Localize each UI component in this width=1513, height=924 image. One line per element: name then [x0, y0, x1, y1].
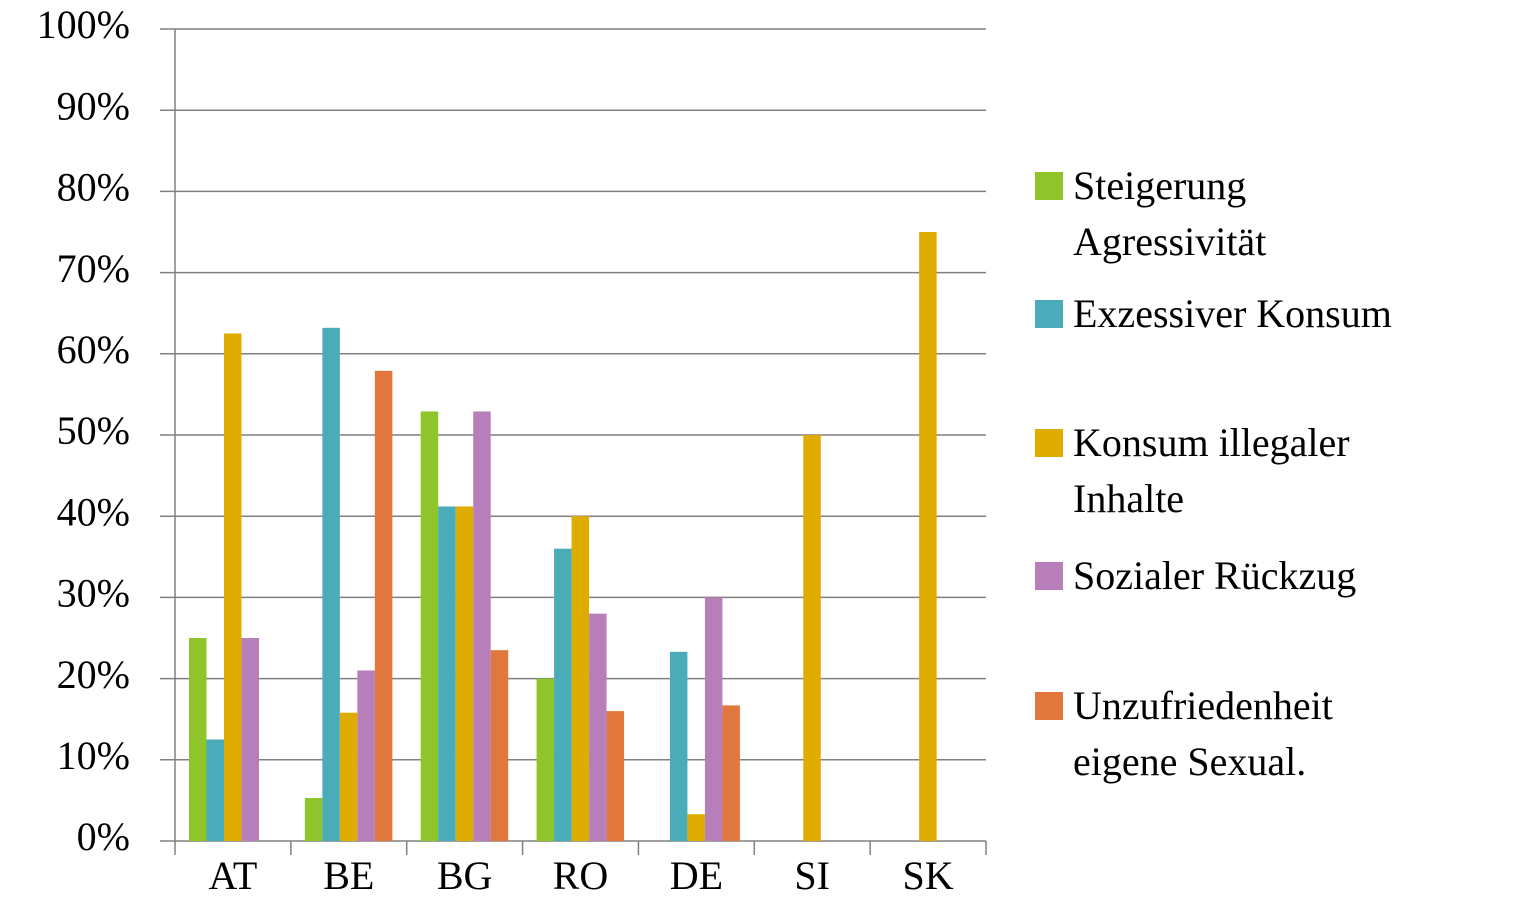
x-tick-label: BE [323, 853, 374, 898]
legend-swatch [1035, 692, 1063, 720]
y-tick-label: 0% [77, 814, 130, 859]
y-tick-label: 70% [57, 246, 130, 291]
bar [536, 678, 555, 841]
legend-swatch [1035, 562, 1063, 590]
bar [606, 711, 625, 841]
legend-label: Konsum illegaler Inhalte [1073, 420, 1350, 521]
y-tick-label: 50% [57, 408, 130, 453]
y-tick-label: 10% [57, 733, 130, 778]
bar [919, 232, 937, 841]
bar [687, 814, 705, 841]
legend-entry: Konsum illegaler Inhalte [1035, 415, 1443, 527]
legend-entry: Steigerung Agressivität [1035, 158, 1443, 270]
legend-label: Sozialer Rückzug [1073, 553, 1357, 598]
x-tick-label: AT [208, 853, 257, 898]
x-tick-label: SK [903, 853, 954, 898]
legend-swatch [1035, 429, 1063, 457]
bar [189, 638, 207, 841]
bar [206, 739, 224, 841]
x-tick-label: DE [670, 853, 723, 898]
bar [339, 712, 358, 841]
bar [669, 651, 688, 841]
y-tick-label: 20% [57, 652, 130, 697]
bar [438, 506, 456, 841]
y-tick-label: 90% [57, 83, 130, 128]
bar [722, 705, 740, 841]
legend-label: Unzufriedenheit eigene Sexual. [1073, 683, 1333, 784]
y-tick-label: 100% [37, 2, 130, 47]
bar [571, 516, 590, 841]
bar [554, 548, 572, 841]
x-tick-label: BG [437, 853, 493, 898]
legend-swatch [1035, 172, 1063, 200]
bar [224, 333, 242, 841]
bar [473, 411, 491, 841]
bar [704, 597, 723, 841]
bar [420, 411, 439, 841]
y-tick-label: 60% [57, 327, 130, 372]
bar [455, 506, 474, 841]
y-tick-label: 80% [57, 165, 130, 210]
bar [374, 370, 393, 841]
legend-entry: Sozialer Rückzug [1035, 548, 1443, 604]
legend-swatch [1035, 300, 1063, 328]
bar [490, 650, 509, 841]
y-tick-label: 30% [57, 571, 130, 616]
legend-label: Exzessiver Konsum [1073, 291, 1392, 336]
x-tick-label: SI [794, 853, 830, 898]
bar [803, 435, 821, 841]
bar [241, 638, 259, 841]
x-tick-label: RO [553, 853, 609, 898]
legend-entry: Unzufriedenheit eigene Sexual. [1035, 678, 1443, 790]
bar [357, 670, 375, 841]
legend-label: Steigerung Agressivität [1073, 163, 1267, 264]
bar [589, 613, 607, 841]
bar [322, 327, 340, 841]
bar [304, 797, 323, 841]
legend-entry: Exzessiver Konsum [1035, 286, 1443, 342]
y-tick-label: 40% [57, 489, 130, 534]
